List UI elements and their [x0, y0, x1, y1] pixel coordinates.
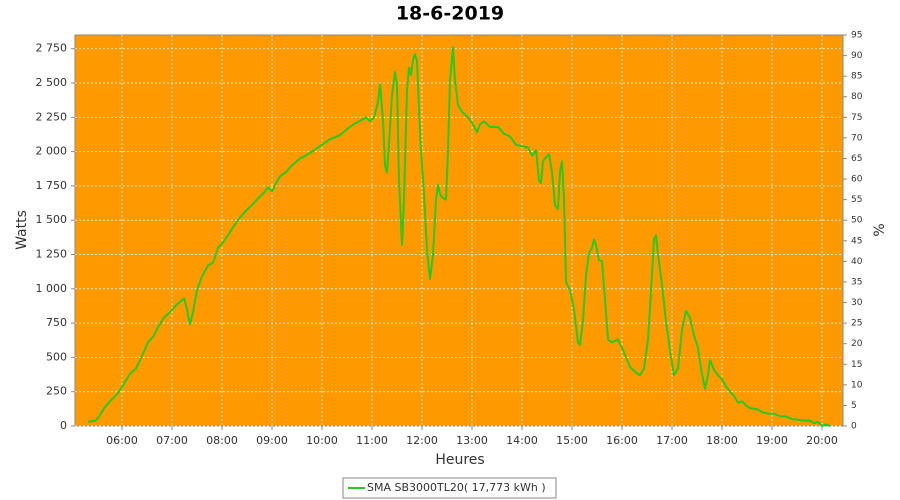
x-tick-label: 06:00: [106, 434, 138, 447]
y-tick-label: 500: [46, 350, 67, 363]
x-tick-label: 10:00: [306, 434, 338, 447]
legend-box: [342, 477, 557, 499]
y-tick-label: 2 750: [36, 42, 68, 55]
x-axis-title: Heures: [435, 452, 484, 468]
x-tick-label: 18:00: [706, 434, 738, 447]
x-tick-label: 07:00: [156, 434, 188, 447]
x-tick-label: 12:00: [406, 434, 438, 447]
y-tick-label: 1 250: [36, 248, 68, 261]
y-tick-label: 1 500: [36, 213, 68, 226]
y-axis-title: Watts: [14, 210, 30, 250]
y-tick-label: 1 750: [36, 179, 68, 192]
y2-tick-label: 75: [851, 113, 862, 123]
y2-tick-label: 55: [851, 195, 862, 205]
y2-tick-label: 90: [851, 51, 863, 61]
y-tick-label: 250: [46, 385, 67, 398]
y2-tick-label: 35: [851, 277, 862, 287]
y2-tick-label: 25: [851, 319, 862, 329]
x-tick-label: 08:00: [206, 434, 238, 447]
y2-tick-label: 70: [851, 133, 863, 143]
series-line: [87, 46, 831, 427]
y2-axis-title: %: [872, 223, 888, 236]
y2-tick-label: 45: [851, 236, 862, 246]
x-tick-label: 17:00: [656, 434, 688, 447]
x-tick-label: 13:00: [456, 434, 488, 447]
y-tick-label: 750: [46, 316, 67, 329]
y2-tick-label: 80: [851, 92, 863, 102]
x-tick-label: 14:00: [506, 434, 538, 447]
y2-tick-label: 0: [851, 422, 857, 432]
x-tick-label: 20:00: [806, 434, 838, 447]
y2-tick-label: 30: [851, 298, 863, 308]
y2-tick-label: 20: [851, 339, 863, 349]
chart-title: 18-6-2019: [396, 3, 504, 25]
y2-tick-label: 65: [851, 154, 862, 164]
x-tick-label: 16:00: [606, 434, 638, 447]
y2-tick-label: 5: [851, 401, 857, 411]
y-tick-label: 0: [60, 419, 67, 432]
x-tick-label: 09:00: [256, 434, 288, 447]
y2-tick-label: 15: [851, 360, 862, 370]
y2-tick-label: 10: [851, 380, 863, 390]
x-tick-label: 19:00: [756, 434, 788, 447]
y2-tick-label: 50: [851, 216, 863, 226]
y-tick-label: 2 000: [36, 145, 68, 158]
y2-tick-label: 40: [851, 257, 863, 267]
y-tick-label: 2 500: [36, 76, 68, 89]
x-tick-label: 11:00: [356, 434, 388, 447]
x-tick-label: 15:00: [556, 434, 588, 447]
legend-label: SMA SB3000TL20( 17,773 kWh ): [367, 481, 546, 494]
y-tick-label: 1 000: [36, 282, 68, 295]
y2-tick-label: 60: [851, 175, 863, 185]
y2-tick-label: 85: [851, 72, 862, 82]
y-tick-label: 2 250: [36, 110, 68, 123]
plot-area: [74, 34, 844, 427]
y2-tick-label: 95: [851, 31, 862, 41]
